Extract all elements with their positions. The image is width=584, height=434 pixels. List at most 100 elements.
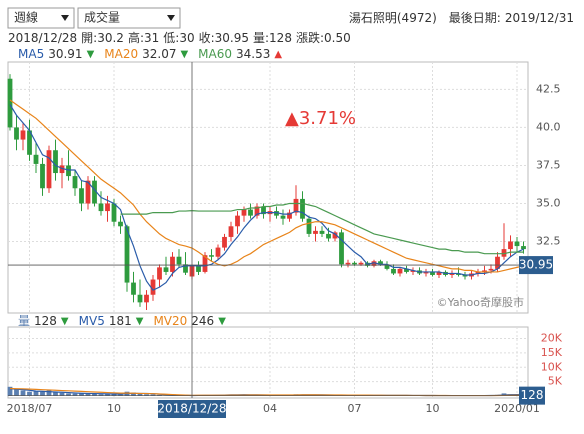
candle-body (170, 256, 175, 272)
volume-bar (92, 393, 97, 396)
candle-body (40, 163, 45, 189)
legend: 量 128 ▼ MV5 181 ▼ MV20 246 ▼ (18, 314, 226, 328)
stock-name: 湯石照明(4972) (349, 11, 437, 25)
volume-bar (105, 393, 110, 396)
candle-body (475, 271, 481, 274)
legend-trend: ▲ (274, 49, 282, 60)
info-line: 2018/12/28 開:30.2 高:31 低:30 收:30.95 量:128 漲跌:0… (8, 30, 351, 45)
candle-body (27, 130, 32, 155)
dropdown-arrow[interactable] (61, 15, 69, 21)
info-value: 128 (269, 31, 292, 45)
candle-body (92, 180, 97, 204)
volume-bar (137, 393, 143, 396)
candle-body (157, 267, 162, 280)
candle-body (423, 271, 429, 274)
period-dropdown[interactable]: 週線 (7, 7, 75, 29)
candle-body (391, 268, 396, 274)
candle-body (332, 232, 338, 239)
candle-body (163, 267, 169, 272)
candle-body (118, 221, 123, 227)
candle-body (53, 150, 58, 174)
volume-tag-text: 128 (521, 388, 544, 402)
x-tick-label: 10 (426, 402, 440, 415)
volume-bar (33, 391, 39, 396)
candle-body (371, 261, 377, 266)
dropdown-box[interactable] (77, 7, 181, 29)
volume-bar (27, 391, 32, 396)
candle-body (183, 264, 188, 273)
volume-tag (519, 386, 545, 405)
dropdown-box[interactable] (7, 7, 75, 29)
candle-body (514, 241, 520, 247)
legend-name: MA5 (18, 47, 44, 61)
indicator-dropdown[interactable]: 成交量 (77, 7, 181, 29)
date-tag (158, 400, 226, 418)
candle-body (430, 271, 435, 275)
candle-body (436, 271, 442, 275)
volume-bar (53, 392, 58, 396)
price-tag (519, 256, 553, 275)
candle-body (176, 256, 182, 265)
y-tick-label: 10K (541, 360, 563, 373)
volume-bar (46, 390, 52, 396)
last-date: 2019/12/31 (505, 11, 574, 25)
volume-bar (79, 393, 84, 396)
candle-body (397, 268, 403, 274)
candle-body (14, 127, 19, 140)
dropdown-text[interactable]: 週線 (14, 10, 38, 25)
volume-bar (72, 393, 78, 396)
y-tick-label: 37.5 (536, 158, 561, 171)
candle-body (456, 273, 461, 275)
y-tick-label: 5K (548, 375, 563, 388)
candle-body (222, 236, 227, 248)
candle-body (137, 294, 143, 303)
candle-body (241, 209, 247, 216)
candle-body (326, 233, 331, 239)
last-date-label: 最後日期: (449, 11, 501, 25)
info-label: 漲跌: (296, 30, 324, 45)
legend-trend: ▼ (218, 316, 226, 327)
candle-body (20, 130, 26, 140)
candle-body (462, 274, 468, 277)
candle-body (202, 255, 208, 272)
candle-body (404, 268, 409, 272)
candle-body (46, 150, 52, 189)
volume-bar (98, 394, 104, 396)
candle-body (345, 262, 351, 265)
candle-body (105, 203, 110, 212)
candle-body (235, 215, 240, 227)
ma-line (9, 104, 524, 291)
info-value: 30.2 (97, 31, 124, 45)
x-tick-label: 07 (348, 402, 362, 415)
candle-body (79, 188, 84, 204)
candle-body (378, 261, 383, 265)
volume-bar (40, 391, 45, 396)
info-label: 開: (81, 31, 97, 45)
volume-bar (144, 394, 149, 396)
y-tick-label: 20K (541, 332, 563, 345)
x-tick-label: 04 (263, 402, 277, 415)
legend-value: 246 (191, 314, 214, 328)
plot-frame (7, 326, 529, 399)
candle-body (508, 241, 513, 250)
candle-body (248, 209, 253, 216)
info-label: 低: (163, 31, 179, 45)
candle-body (410, 270, 416, 272)
legend-name: 量 (18, 314, 30, 328)
y-tick-label: 32.5 (536, 235, 561, 248)
candle-body (261, 206, 266, 215)
x-tick-label: 2020/01 (494, 402, 540, 415)
dropdown-text[interactable]: 成交量 (84, 10, 120, 25)
legend-value: 32.07 (142, 47, 176, 61)
y-tick-label: 15K (541, 346, 563, 359)
dropdown-arrow[interactable] (167, 15, 175, 21)
candle-body (66, 165, 71, 177)
candle-body (280, 215, 286, 219)
candle-body (488, 268, 494, 271)
candle-body (144, 294, 149, 303)
volume-bar (111, 394, 117, 396)
legend-value: 34.53 (236, 47, 270, 61)
candle-body (482, 270, 487, 272)
candle-body (196, 265, 201, 272)
volume-bar (14, 388, 19, 396)
